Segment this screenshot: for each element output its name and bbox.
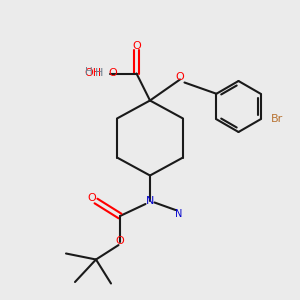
Text: O: O [176,71,184,82]
Text: O: O [87,193,96,203]
Text: O: O [108,68,117,79]
Text: OH: OH [84,68,101,79]
Text: N: N [146,196,154,206]
Text: N: N [175,208,182,219]
Text: O: O [116,236,124,247]
Text: O: O [132,41,141,51]
Text: H: H [85,67,93,77]
Text: Br: Br [271,114,283,124]
Text: H: H [95,68,103,79]
